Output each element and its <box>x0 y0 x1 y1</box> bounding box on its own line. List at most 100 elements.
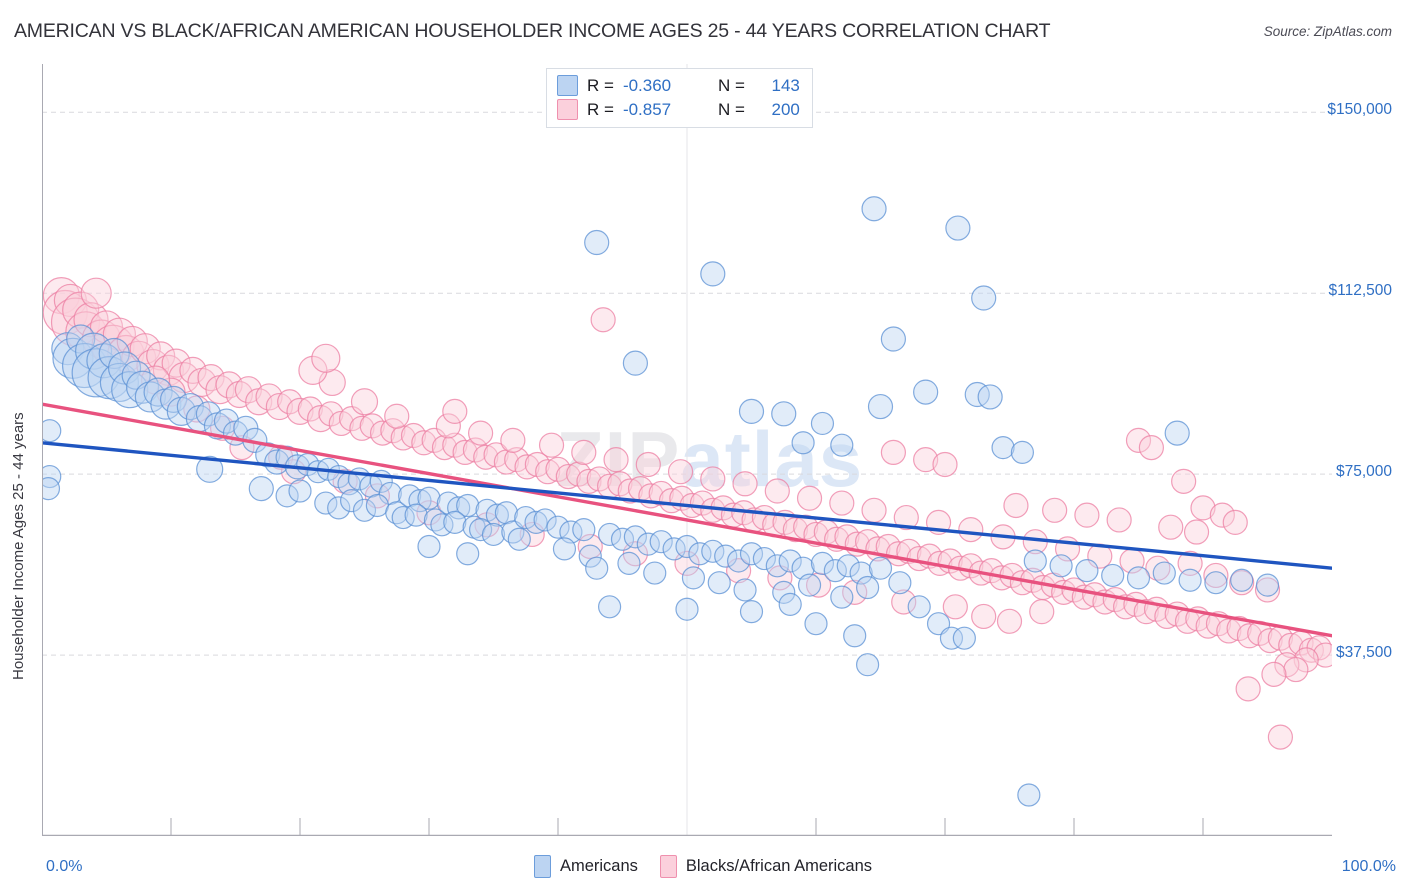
stats-n-value: 200 <box>771 99 800 119</box>
series-legend: Americans Blacks/African Americans <box>0 855 1406 878</box>
data-point <box>1101 563 1125 588</box>
data-point <box>584 229 610 256</box>
data-point <box>417 486 441 510</box>
data-point <box>277 389 303 415</box>
data-point <box>726 549 751 573</box>
data-point <box>772 580 796 604</box>
data-point <box>913 447 939 473</box>
y-axis-tick-label: $150,000 <box>1327 101 1392 119</box>
data-point <box>793 514 819 540</box>
data-point <box>538 432 565 458</box>
data-point <box>888 571 912 595</box>
data-point <box>1158 514 1184 540</box>
data-point <box>861 196 887 222</box>
data-point <box>797 573 822 597</box>
data-point <box>714 544 738 568</box>
data-point <box>552 537 577 561</box>
data-point <box>849 561 873 585</box>
stats-legend: R = -0.360 N = 143 R = -0.857 N = 200 <box>546 68 813 128</box>
data-point <box>823 559 847 583</box>
data-point <box>380 418 406 444</box>
stats-r-label: R = <box>587 75 614 95</box>
data-point <box>275 484 299 508</box>
data-point <box>545 456 571 482</box>
data-point <box>483 442 509 468</box>
data-point <box>71 348 121 398</box>
data-point <box>318 401 344 427</box>
data-point <box>1049 554 1073 578</box>
data-point <box>681 566 706 590</box>
data-point <box>830 433 854 457</box>
data-point <box>958 517 984 543</box>
data-point <box>384 403 410 429</box>
data-point <box>778 549 802 573</box>
data-point <box>546 515 570 539</box>
data-point <box>952 626 976 650</box>
data-point <box>74 332 113 370</box>
data-point <box>121 360 151 390</box>
data-point <box>971 285 997 311</box>
data-point <box>1254 577 1281 603</box>
data-point <box>327 496 351 520</box>
data-point <box>701 539 725 563</box>
data-point <box>42 464 62 489</box>
data-point <box>675 597 699 621</box>
data-point <box>622 350 649 376</box>
stats-swatch <box>557 99 578 120</box>
stats-row: R = -0.857 N = 200 <box>557 99 800 120</box>
data-point <box>738 398 765 424</box>
y-axis-tick-label: $75,000 <box>1335 463 1392 481</box>
series-legend-item[interactable]: Americans <box>533 855 638 878</box>
x-axis-min-label: 0.0% <box>46 858 83 875</box>
data-point <box>1126 566 1151 590</box>
stats-n-value: 143 <box>771 75 800 95</box>
data-point <box>1138 434 1165 461</box>
source-label: Source: ZipAtlas.com <box>1263 24 1392 39</box>
data-point <box>843 624 867 648</box>
data-point <box>1278 632 1304 659</box>
data-point <box>1178 568 1202 592</box>
data-point <box>571 439 597 466</box>
data-point <box>431 434 458 461</box>
data-point <box>404 503 428 527</box>
data-point <box>623 525 648 549</box>
data-point <box>365 493 389 518</box>
y-axis-tick-label: $112,500 <box>1328 282 1393 300</box>
data-point <box>1171 468 1197 494</box>
trendline-blacks <box>42 402 1332 638</box>
data-point <box>234 376 262 404</box>
data-point <box>590 307 616 333</box>
data-point <box>1293 647 1319 673</box>
data-point <box>481 522 506 547</box>
stats-r-label: R = <box>587 99 614 119</box>
data-point <box>1003 492 1029 519</box>
data-point <box>197 364 225 392</box>
data-point <box>643 561 667 585</box>
data-point <box>146 341 176 371</box>
data-point <box>771 401 797 427</box>
data-point <box>1023 549 1047 573</box>
data-point <box>733 578 757 602</box>
data-point <box>524 451 550 478</box>
data-point <box>836 554 860 578</box>
data-point <box>1125 427 1152 453</box>
gridlines <box>42 111 1332 656</box>
data-point <box>913 379 939 405</box>
data-point <box>1229 570 1255 596</box>
data-point <box>867 393 894 420</box>
trendline-americans <box>42 441 1332 570</box>
data-point <box>473 444 499 470</box>
stats-r-value: -0.360 <box>622 75 672 95</box>
data-point <box>576 468 602 494</box>
data-point <box>369 420 396 446</box>
series-legend-item[interactable]: Blacks/African Americans <box>659 855 872 878</box>
data-point <box>1075 559 1099 583</box>
data-point <box>340 489 364 513</box>
data-point <box>700 466 726 492</box>
data-point <box>566 461 592 487</box>
data-point <box>1074 502 1100 528</box>
stats-r-value: -0.857 <box>622 99 672 119</box>
data-point <box>385 501 409 525</box>
data-point <box>861 497 887 523</box>
